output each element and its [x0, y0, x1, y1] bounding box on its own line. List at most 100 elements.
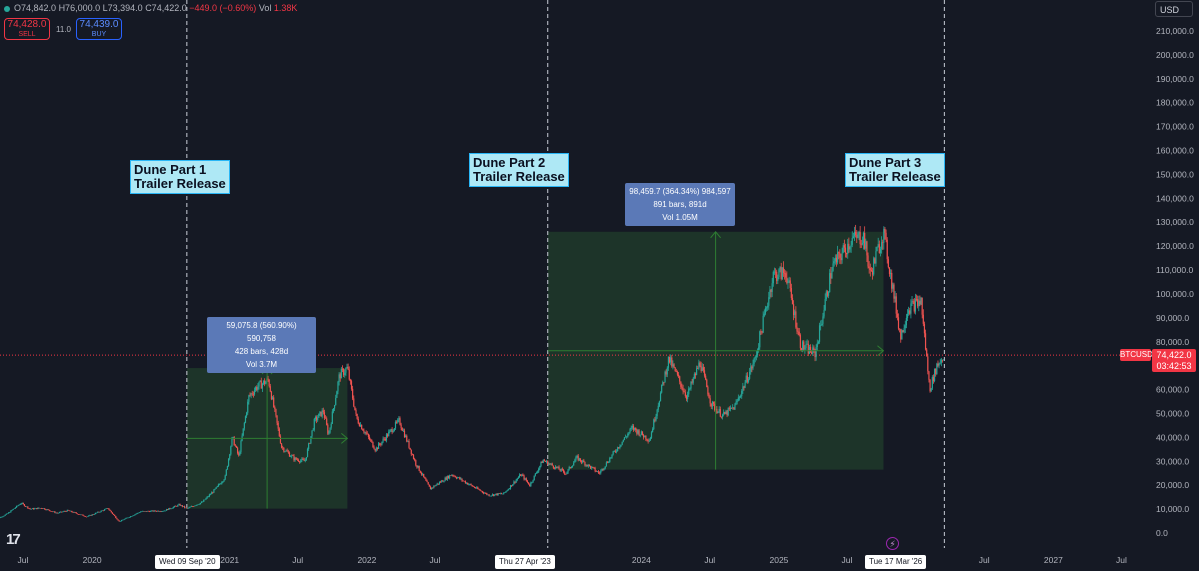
candle-body: [417, 465, 419, 468]
candle: [168, 508, 170, 511]
candle: [884, 227, 886, 240]
candle: [32, 507, 35, 510]
candle-body: [515, 479, 517, 483]
tradingview-logo-icon[interactable]: 17: [6, 531, 21, 548]
candle-body: [19, 504, 21, 506]
candle: [206, 496, 208, 499]
candle: [609, 456, 611, 463]
candle-body: [738, 397, 741, 398]
candle: [260, 377, 262, 389]
candle-body: [643, 435, 645, 438]
note-dune-part-1[interactable]: Dune Part 1 Trailer Release: [130, 160, 230, 194]
candle-body: [802, 341, 804, 352]
currency-selector[interactable]: USD: [1155, 1, 1193, 17]
economic-event-icon[interactable]: ⚡: [886, 537, 899, 550]
candle: [291, 454, 293, 459]
candle: [802, 340, 804, 353]
candle: [39, 508, 41, 509]
candle-body: [22, 503, 24, 505]
candle-body: [498, 493, 500, 494]
candle-body: [427, 482, 429, 485]
candle: [646, 438, 648, 442]
candle: [903, 324, 905, 334]
candle: [928, 370, 930, 383]
candle-body: [842, 245, 844, 253]
candle-body: [817, 341, 820, 344]
candle: [5, 513, 7, 515]
candle: [118, 520, 120, 522]
candle: [249, 392, 251, 397]
candle-body: [57, 512, 59, 514]
note-dune-part-3[interactable]: Dune Part 3 Trailer Release: [845, 153, 945, 187]
candle: [55, 512, 57, 514]
candle-body: [549, 463, 551, 465]
candle-body: [912, 301, 914, 302]
candle: [869, 263, 871, 277]
candle-body: [804, 348, 806, 350]
candle: [375, 446, 377, 452]
candle: [629, 427, 631, 434]
candle-body: [517, 477, 520, 479]
candle: [193, 506, 195, 507]
candle: [714, 401, 716, 412]
spread-value: 11.0: [56, 25, 71, 34]
candle-body: [134, 514, 136, 516]
candle-body: [388, 431, 390, 437]
candle-body: [94, 512, 97, 515]
candle: [379, 442, 381, 446]
candle: [339, 372, 341, 382]
candle: [324, 415, 327, 419]
candle: [679, 375, 681, 385]
candle-body: [664, 371, 666, 383]
candle: [6, 513, 9, 515]
note-dune-part-2[interactable]: Dune Part 2 Trailer Release: [469, 153, 569, 187]
candle: [865, 238, 867, 252]
candle-body: [778, 269, 780, 278]
candle-body: [764, 308, 767, 314]
price-axis[interactable]: [1150, 0, 1199, 571]
candle: [482, 491, 485, 495]
candle: [198, 503, 200, 505]
candle: [633, 427, 636, 431]
candle-body: [489, 495, 491, 497]
candle-body: [815, 347, 817, 358]
candle-body: [618, 447, 620, 448]
candle-body: [587, 464, 589, 467]
candle: [270, 390, 273, 401]
candle: [839, 249, 841, 264]
candle-body: [820, 324, 822, 326]
candle: [65, 511, 67, 512]
x-tick-label: 2021: [220, 555, 239, 565]
sell-button[interactable]: 74,428.0 SELL: [4, 18, 50, 40]
time-axis[interactable]: [0, 548, 1150, 571]
candle: [456, 476, 459, 479]
candle: [259, 380, 261, 383]
candle-body: [283, 447, 285, 452]
candle: [799, 333, 801, 351]
candle: [920, 296, 922, 305]
candle: [127, 517, 129, 519]
candle-body: [445, 477, 447, 480]
candle-body: [877, 244, 879, 247]
candle-body: [285, 450, 287, 452]
candle-body: [137, 512, 139, 514]
candle: [120, 519, 123, 522]
candle-body: [340, 368, 342, 379]
candle: [29, 507, 31, 510]
candle: [229, 453, 231, 461]
candle: [540, 461, 542, 468]
candle: [36, 508, 38, 510]
candle: [124, 518, 126, 520]
candle-body: [8, 512, 10, 514]
candle-body: [207, 496, 209, 498]
candle: [62, 511, 64, 513]
candle: [349, 378, 351, 385]
candle-body: [100, 510, 102, 513]
candle: [299, 460, 301, 464]
buy-button[interactable]: 74,439.0 BUY: [76, 18, 122, 40]
candle: [583, 458, 585, 463]
candle: [769, 285, 771, 300]
candle-body: [261, 383, 264, 389]
volume-label: Vol: [258, 3, 272, 13]
